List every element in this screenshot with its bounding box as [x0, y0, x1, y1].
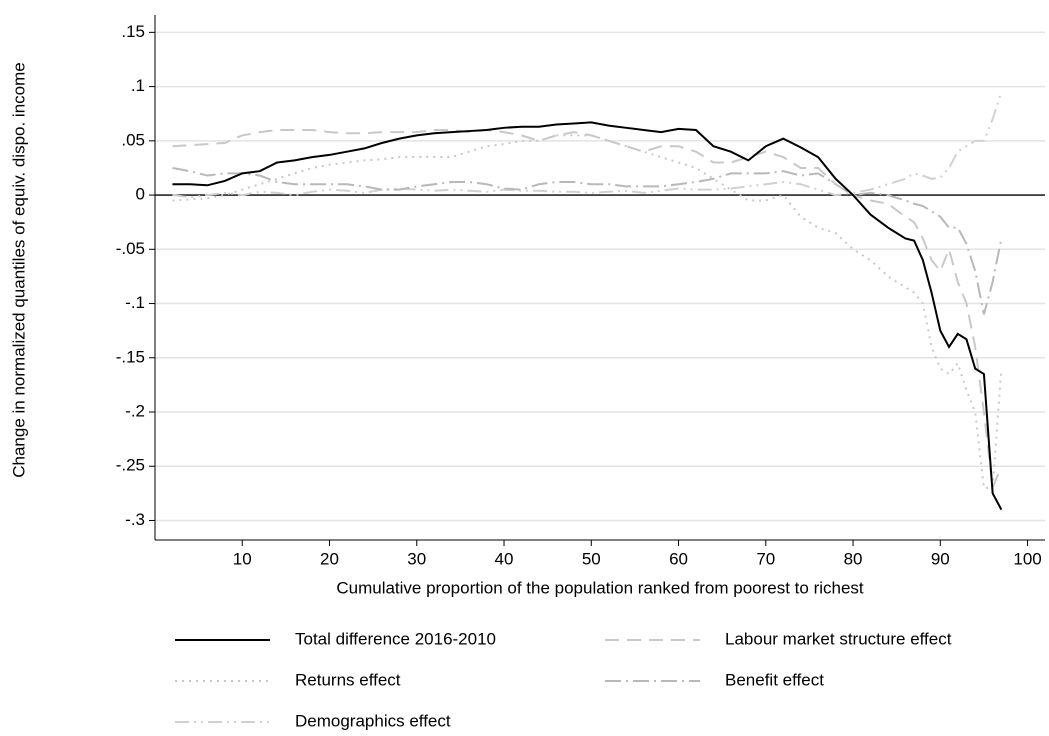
y-axis-label: Change in normalized quantiles of equiv.…: [9, 62, 28, 478]
y-tick-label: .1: [131, 76, 145, 95]
y-tick-label: -.15: [116, 347, 145, 366]
series-line: [172, 91, 1003, 199]
x-tick-label: 10: [233, 549, 252, 568]
legend-label: Returns effect: [295, 670, 401, 689]
y-tick-label: 0: [136, 185, 145, 204]
legend-label: Demographics effect: [295, 711, 451, 730]
y-tick-label: -.05: [116, 239, 145, 258]
x-tick-label: 50: [582, 549, 601, 568]
legend-label: Total difference 2016-2010: [295, 629, 496, 648]
x-tick-label: 90: [931, 549, 950, 568]
series-line: [172, 128, 1003, 489]
series-line: [172, 166, 1003, 315]
x-tick-label: 40: [495, 549, 514, 568]
x-tick-label: 20: [320, 549, 339, 568]
series-line: [172, 134, 1003, 489]
series-line: [172, 121, 1003, 511]
x-tick-label: 70: [756, 549, 775, 568]
x-axis-label: Cumulative proportion of the population …: [336, 578, 864, 597]
y-tick-label: .15: [121, 22, 145, 41]
legend-label: Labour market structure effect: [725, 629, 952, 648]
y-tick-label: -.1: [125, 293, 145, 312]
y-tick-label: -.2: [125, 401, 145, 420]
y-tick-label: .05: [121, 130, 145, 149]
x-tick-label: 100: [1013, 549, 1041, 568]
y-tick-label: -.25: [116, 456, 145, 475]
x-tick-label: 60: [669, 549, 688, 568]
x-tick-label: 80: [844, 549, 863, 568]
legend-label: Benefit effect: [725, 670, 824, 689]
y-tick-label: -.3: [125, 510, 145, 529]
x-tick-label: 30: [407, 549, 426, 568]
